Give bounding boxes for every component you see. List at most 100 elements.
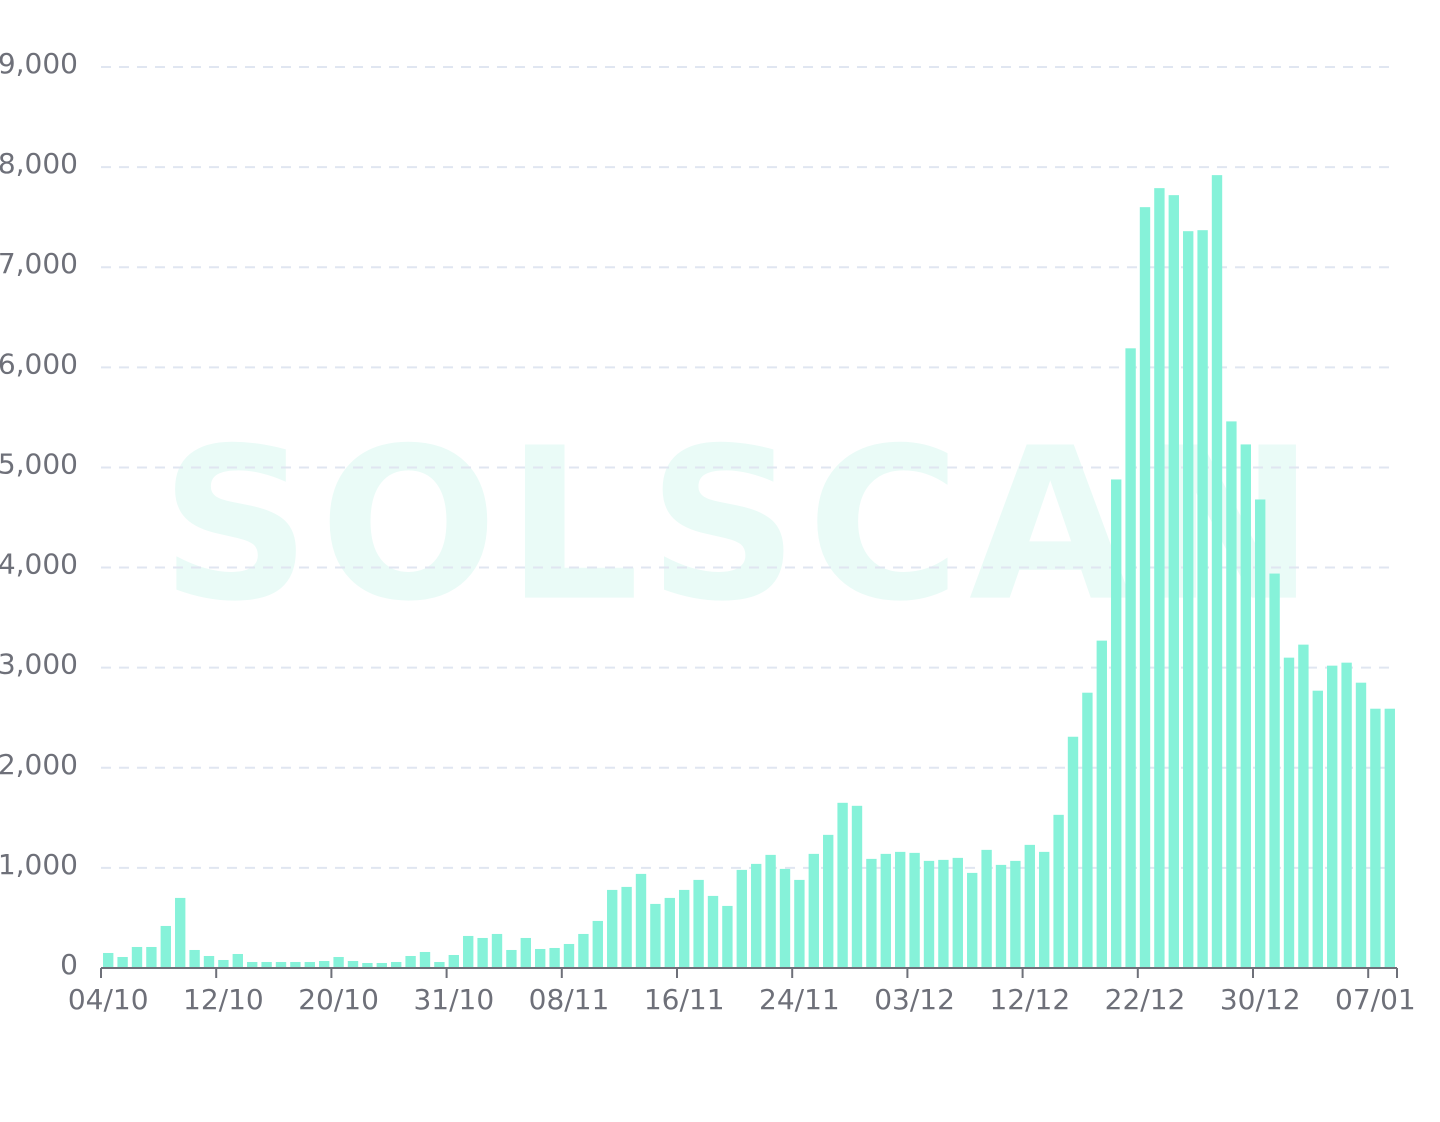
bar: [592, 920, 603, 968]
bar: [160, 925, 171, 968]
bar: [203, 955, 215, 968]
bar: [722, 905, 733, 968]
x-tick-label: 24/11: [759, 983, 840, 1016]
bar: [952, 857, 963, 968]
bar: [549, 947, 560, 968]
y-tick-label: 3,000: [0, 648, 78, 681]
bar: [1096, 640, 1107, 968]
bar: [1154, 188, 1165, 968]
bar: [650, 903, 661, 968]
bar: [1370, 708, 1381, 968]
bar: [837, 802, 848, 968]
bar: [1269, 573, 1280, 968]
bar: [880, 853, 891, 968]
x-tick-label: 03/12: [874, 983, 955, 1016]
bar: [304, 961, 315, 968]
bar: [362, 962, 373, 968]
bar: [146, 946, 157, 968]
bar: [448, 954, 459, 968]
bar: [1211, 175, 1223, 968]
bar: [981, 849, 992, 968]
x-tick-label: 30/12: [1220, 983, 1301, 1016]
x-tick-label: 08/11: [529, 983, 610, 1016]
bar: [866, 858, 877, 968]
y-tick-label: 4,000: [0, 548, 78, 581]
bar: [1197, 230, 1208, 969]
bar: [491, 933, 503, 968]
bar: [995, 864, 1007, 968]
bar: [1082, 692, 1093, 968]
bar: [117, 956, 128, 968]
x-tick-label: 22/12: [1105, 983, 1186, 1016]
y-tick-label: 2,000: [0, 748, 78, 781]
bar: [779, 868, 791, 968]
bar: [1341, 662, 1352, 968]
bar: [1010, 860, 1021, 968]
bar: [319, 960, 330, 968]
bar: [391, 961, 402, 968]
bar: [261, 961, 272, 968]
bar: [347, 960, 359, 968]
bar: [621, 886, 632, 968]
y-tick-label: 7,000: [0, 247, 78, 280]
bar: [923, 860, 935, 968]
bar: [218, 959, 229, 968]
bar: [1111, 479, 1122, 968]
bar: [909, 852, 920, 968]
bar: [823, 834, 834, 968]
bar: [1039, 851, 1050, 968]
bar: [1312, 690, 1323, 968]
x-tick-label: 12/10: [183, 983, 264, 1016]
bar: [1125, 348, 1136, 968]
bar: [1327, 665, 1338, 968]
bar: [1183, 231, 1194, 968]
x-tick-label: 12/12: [989, 983, 1070, 1016]
bar: [967, 872, 978, 968]
bar: [635, 873, 647, 968]
bar: [477, 937, 488, 968]
y-tick-label: 0: [60, 948, 78, 981]
bar: [736, 869, 747, 968]
bar: [707, 895, 719, 968]
bar: [751, 863, 762, 968]
bar: [607, 889, 618, 968]
bar: [419, 951, 431, 968]
bar: [405, 955, 416, 968]
bar: [103, 952, 114, 968]
x-tick-label: 31/10: [413, 983, 494, 1016]
bar: [1384, 708, 1395, 968]
bar: [247, 961, 258, 968]
bar: [1139, 207, 1151, 969]
bar: [938, 859, 949, 968]
bar: [1067, 736, 1079, 968]
bar: [679, 889, 690, 968]
bar: [1226, 421, 1237, 969]
bar: [1240, 444, 1251, 968]
y-tick-label: 8,000: [0, 147, 78, 180]
bar: [520, 937, 531, 968]
bar: [563, 943, 575, 968]
bar: [463, 935, 474, 968]
bar: [333, 956, 344, 968]
bar: [895, 851, 906, 968]
y-tick-label: 5,000: [0, 447, 78, 480]
bar: [1298, 644, 1309, 968]
bar: [765, 854, 776, 968]
bar: [275, 961, 287, 968]
bar: [1355, 682, 1367, 968]
bar: [175, 897, 186, 968]
bar: [232, 953, 243, 968]
bar: [1024, 844, 1035, 968]
bar: [1168, 195, 1179, 969]
x-tick-label: 20/10: [298, 983, 379, 1016]
bar: [664, 897, 675, 968]
x-tick-label: 16/11: [644, 983, 725, 1016]
bar: [1283, 657, 1295, 968]
x-tick-label: 04/10: [68, 983, 149, 1016]
bar: [693, 879, 704, 968]
bar: [851, 805, 863, 968]
bar: [1255, 499, 1266, 968]
bar: [808, 853, 819, 968]
bar: [506, 949, 517, 968]
bar: [535, 948, 546, 968]
